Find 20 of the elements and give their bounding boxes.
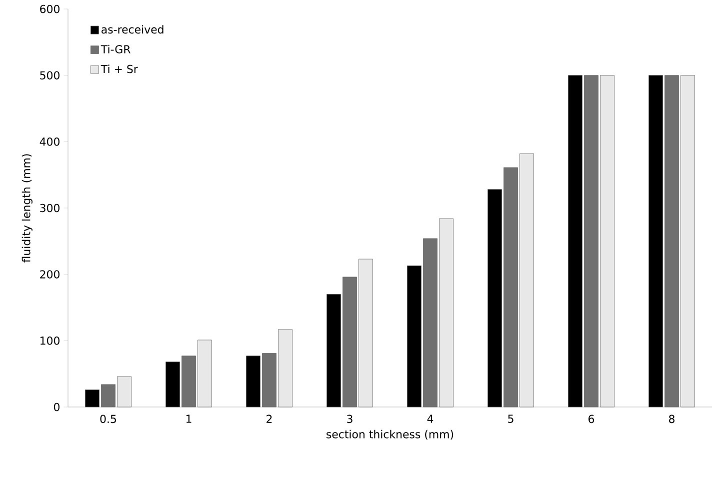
y-tick-label: 600 [40,4,60,14]
legend-label: Ti-GR [100,44,130,54]
y-tick-label: 500 [40,71,60,80]
x-tick-label: 2 [266,414,272,423]
legend-label: Ti + Sr [100,64,138,74]
legend-label: as-received [102,25,164,34]
x-tick-label: 0.5 [100,414,116,424]
x-tick-label: 5 [508,414,514,423]
x-axis-title: section thickness (mm) [326,430,454,440]
x-tick-label: 8 [669,414,674,424]
x-tick-label: 6 [588,414,594,424]
y-tick-label: 200 [40,270,60,278]
y-tick-label: 400 [40,138,60,146]
y-axis-title: fluidity length (mm) [22,154,32,262]
x-tick-label: 3 [347,414,352,424]
x-tick-label: 4 [427,414,434,423]
y-tick-label: 0 [54,402,60,412]
x-tick-label: 1 [186,414,192,423]
y-tick-label: 300 [40,204,60,212]
y-tick-label: 100 [40,336,60,345]
